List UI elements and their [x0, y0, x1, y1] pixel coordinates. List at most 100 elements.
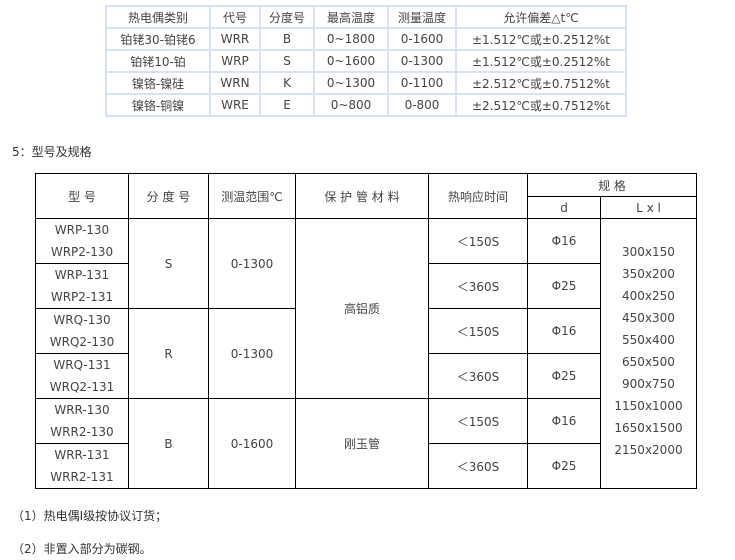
header-cell: 最高温度	[313, 5, 389, 29]
time-cell: ＜360S	[428, 263, 528, 309]
model-name: WRR-130	[54, 403, 110, 417]
lxl-value: 1150x1000	[614, 399, 683, 413]
model-spec-table: 型 号 分 度 号 测温范围℃ 保 护 管 材 料 热响应时间 规 格 d L …	[35, 173, 697, 489]
section-title: 5：型号及规格	[12, 145, 92, 159]
model-cell: WRP-130 WRP2-130	[35, 218, 129, 264]
table-cell: 铂铑10-铂	[105, 49, 211, 73]
model-cell: WRR-131 WRR2-131	[35, 443, 129, 489]
model-name: WRR2-130	[50, 425, 114, 439]
grad-cell: R	[128, 308, 209, 399]
model-cell: WRP-131 WRP2-131	[35, 263, 129, 309]
header-lxl: L x l	[600, 196, 697, 219]
time-cell: ＜150S	[428, 218, 528, 264]
material-cell: 高铝质	[295, 218, 429, 399]
model-name: WRQ-131	[53, 358, 111, 372]
header-model: 型 号	[35, 173, 129, 219]
material-cell: 刚玉管	[295, 398, 429, 489]
model-name: WRP-131	[54, 268, 110, 282]
note-1: （1）热电偶Ⅰ级按协议订货；	[12, 509, 168, 523]
thermocouple-table: 热电偶类别 代号 分度号 最高温度 测量温度 允许偏差△t℃ 铂铑30-铂铑6 W…	[105, 5, 627, 117]
table-cell: ±2.512℃或±0.7512%t	[455, 71, 627, 95]
table-cell: 0~800	[313, 93, 389, 117]
range-cell: 0-1600	[208, 398, 296, 489]
model-cell: WRR-130 WRR2-130	[35, 398, 129, 444]
header-range: 测温范围℃	[208, 173, 296, 219]
d-cell: Φ25	[527, 263, 601, 309]
d-cell: Φ25	[527, 443, 601, 489]
d-cell: Φ16	[527, 218, 601, 264]
lxl-value: 900x750	[622, 377, 675, 391]
d-cell: Φ16	[527, 398, 601, 444]
table-row: WRP-130 WRP2-130 S 0-1300 高铝质 ＜150S Φ16 300x150…	[35, 218, 697, 489]
table-cell: B	[259, 27, 315, 51]
table-cell: 0-1600	[387, 27, 457, 51]
table-row: 镍铬-铜镍 WRE E 0~800 0-800 ±2.512℃或±0.7512%t	[105, 93, 627, 117]
header-grad: 分 度 号	[128, 173, 209, 219]
model-name: WRQ2-130	[49, 335, 115, 349]
lxl-value: 400x250	[622, 289, 675, 303]
lxl-value: 350x200	[622, 267, 675, 281]
model-cell: WRQ-131 WRQ2-131	[35, 353, 129, 399]
table-cell: 镍铬-铜镍	[105, 93, 211, 117]
table-row: WRQ-131 WRQ2-131 ＜360S Φ25	[35, 353, 697, 399]
table-cell: WRE	[209, 93, 261, 117]
table-row: WRR-130 WRR2-130 B 0-1600 刚玉管 ＜150S Φ16	[35, 398, 697, 489]
table-cell: ±2.512℃或±0.7512%t	[455, 93, 627, 117]
lxl-value: 550x400	[622, 333, 675, 347]
model-name: WRR-131	[54, 448, 110, 462]
table-cell: 0~1800	[313, 27, 389, 51]
header-d: d	[527, 196, 601, 219]
table-cell: 0-800	[387, 93, 457, 117]
table-cell: K	[259, 71, 315, 95]
grad-cell: S	[128, 218, 209, 309]
model-name: WRP2-130	[50, 245, 114, 259]
model-name: WRP2-131	[50, 290, 114, 304]
model-name: WRP-130	[54, 223, 110, 237]
table-cell: 0-1300	[387, 49, 457, 73]
table-row: 铂铑10-铂 WRP S 0~1600 0-1300 ±1.512℃或±0.2512%t	[105, 49, 627, 73]
header-cell: 分度号	[259, 5, 315, 29]
lxl-value: 450x300	[622, 311, 675, 325]
grad-cell: B	[128, 398, 209, 489]
table-cell: WRR	[209, 27, 261, 51]
model-name: WRQ-130	[53, 313, 111, 327]
time-cell: ＜360S	[428, 353, 528, 399]
table-cell: 0~1600	[313, 49, 389, 73]
header-cell: 测量温度	[387, 5, 457, 29]
lxl-value: 2150x2000	[614, 443, 683, 457]
lxl-value: 300x150	[622, 245, 675, 259]
table-cell: WRN	[209, 71, 261, 95]
table-cell: 镍铬-镍硅	[105, 71, 211, 95]
lxl-value: 650x500	[622, 355, 675, 369]
header-spec: 规 格	[527, 173, 697, 197]
table-cell: ±1.512℃或±0.2512%t	[455, 27, 627, 51]
range-cell: 0-1300	[208, 308, 296, 399]
table-cell: E	[259, 93, 315, 117]
header-cell: 代号	[209, 5, 261, 29]
d-cell: Φ25	[527, 353, 601, 399]
time-cell: ＜360S	[428, 443, 528, 489]
table-row: WRP-131 WRP2-131 ＜360S Φ25	[35, 263, 697, 309]
d-cell: Φ16	[527, 308, 601, 354]
table-cell: 0-1100	[387, 71, 457, 95]
model-cell: WRQ-130 WRQ2-130	[35, 308, 129, 354]
time-cell: ＜150S	[428, 308, 528, 354]
table-header-row: 热电偶类别 代号 分度号 最高温度 测量温度 允许偏差△t℃	[105, 5, 627, 29]
table-cell: ±1.512℃或±0.2512%t	[455, 49, 627, 73]
table-row: 铂铑30-铂铑6 WRR B 0~1800 0-1600 ±1.512℃或±0.2512%…	[105, 27, 627, 51]
model-name: WRR2-131	[50, 470, 114, 484]
model-name: WRQ2-131	[49, 380, 115, 394]
header-cell: 热电偶类别	[105, 5, 211, 29]
table-cell: 0~1300	[313, 71, 389, 95]
range-cell: 0-1300	[208, 218, 296, 309]
lxl-cell: 300x150 350x200 400x250 450x300 550x400 650x5…	[600, 218, 697, 489]
table-row: WRR-131 WRR2-131 ＜360S Φ25	[35, 443, 697, 489]
header-cell: 允许偏差△t℃	[455, 5, 627, 29]
header-time: 热响应时间	[428, 173, 528, 219]
table-cell: S	[259, 49, 315, 73]
time-cell: ＜150S	[428, 398, 528, 444]
table-cell: 铂铑30-铂铑6	[105, 27, 211, 51]
table-row: 镍铬-镍硅 WRN K 0~1300 0-1100 ±2.512℃或±0.7512%t	[105, 71, 627, 95]
table-cell: WRP	[209, 49, 261, 73]
lxl-value: 1650x1500	[614, 421, 683, 435]
